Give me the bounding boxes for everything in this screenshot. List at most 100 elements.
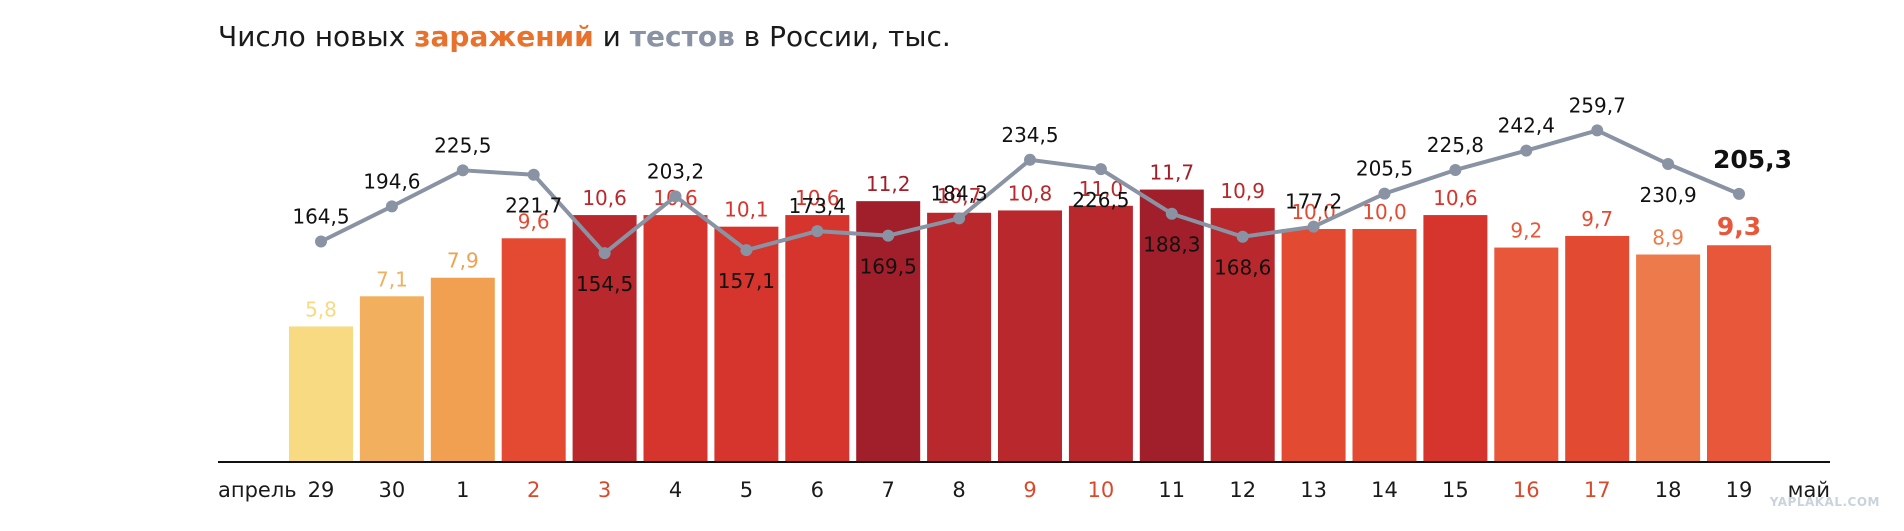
tests-point-9 [1024,153,1036,166]
tests-point-16 [1520,144,1533,157]
title-part3: в России, тыс. [734,20,951,53]
tests-point-15 [1449,163,1462,176]
tests-point-10 [1094,163,1107,176]
tests-value-label: 259,7 [1569,93,1626,117]
tests-value-label: 234,5 [1001,123,1058,147]
bar-value-label: 10,6 [582,186,627,210]
tests-value-label: 154,5 [576,272,633,296]
bar-value-label: 11,7 [1150,161,1195,185]
tests-line-layer [315,124,1745,260]
bar-14 [1352,229,1417,461]
bar-19 [1707,245,1771,461]
tests-point-17 [1591,124,1604,137]
x-tick-label: 18 [1655,478,1682,502]
bar-value-label: 5,8 [305,297,337,321]
tests-value-label: 164,5 [292,205,349,229]
bar-value-label: 10,0 [1362,200,1407,224]
bars-layer [289,189,1771,461]
bar-7 [856,201,921,461]
tests-value-label: 184,3 [930,181,987,205]
tests-value-label: 242,4 [1498,114,1555,138]
bar-4 [643,215,708,461]
tests-point-6 [811,225,824,238]
bar-value-label: 11,2 [866,172,911,196]
tests-point-19 [1733,187,1745,200]
bar-value-label: 9,2 [1510,219,1542,243]
tests-value-label: 188,3 [1143,233,1200,257]
x-tick-label: 9 [1023,478,1036,502]
x-tick-label: 30 [379,478,406,502]
tests-point-18 [1662,158,1675,171]
title-part1: Число новых [218,20,415,53]
bar-value-label: 10,8 [1008,181,1053,205]
x-tick-label: 3 [598,478,611,502]
bar-value-label: 7,1 [376,267,408,291]
bar-6 [785,215,850,461]
bar-value-label: 10,6 [795,186,840,210]
x-tick-label: 5 [740,478,753,502]
bar-value-label: 9,7 [1581,207,1613,231]
tests-point-1 [456,164,469,177]
tests-point-5 [740,244,753,257]
bar-value-label: 9,3 [1717,212,1761,241]
x-tick-label: 7 [882,478,895,502]
x-end-label: май [1788,478,1830,502]
x-tick-label: 1 [456,478,469,502]
tests-point-13 [1307,220,1320,233]
tests-point-12 [1236,230,1249,243]
bar-value-label: 10,6 [1433,186,1478,210]
tests-point-3 [598,247,611,260]
bar-12 [1210,208,1275,461]
bar-labels-layer: 5,87,17,99,610,610,610,110,611,210,710,8… [305,161,1761,322]
tests-value-label: 225,8 [1427,133,1484,157]
x-tick-label: 2 [527,478,540,502]
bar-8 [927,212,992,461]
tests-value-label: 169,5 [860,255,917,279]
x-tick-label: 13 [1300,478,1327,502]
bar-value-label: 7,9 [447,249,479,273]
tests-point-29 [315,235,327,248]
tests-point-11 [1165,207,1178,220]
x-tick-label: 15 [1442,478,1469,502]
title-part2: и [593,20,630,53]
tests-point-30 [385,200,398,213]
bar-29 [289,326,353,461]
x-tick-labels-layer: 29 30 1 2 3 4 5 6 7 8 9 10 11 12 13 14 15 16 17 18 19 [308,478,1753,502]
tests-point-7 [882,229,895,242]
bar-13 [1281,229,1346,461]
bar-9 [998,210,1062,461]
bar-value-label: 8,9 [1652,226,1684,250]
bar-10 [1068,205,1133,461]
bar-15 [1423,215,1488,461]
bar-30 [359,296,424,461]
tests-point-14 [1378,187,1391,200]
tests-value-label: 205,5 [1356,157,1413,181]
x-tick-label: 29 [308,478,335,502]
tests-value-label: 226,5 [1072,188,1129,212]
tests-value-label: 225,5 [434,133,491,157]
x-tick-label: 10 [1088,478,1115,502]
bar-value-label: 10,9 [1220,179,1265,203]
tests-value-label: 194,6 [363,169,420,193]
bar-5 [714,226,779,461]
bar-value-label: 10,1 [724,198,769,222]
x-tick-label: 19 [1726,478,1753,502]
x-tick-label: 4 [669,478,682,502]
tests-value-label: 221,7 [505,194,562,218]
x-tick-label: 6 [811,478,824,502]
tests-value-label: 230,9 [1639,183,1696,207]
tests-value-label: 168,6 [1214,256,1271,280]
bar-11 [1139,189,1204,461]
bar-2 [501,238,566,461]
title-tests-word: тестов [629,20,735,53]
bar-value-label: 9,6 [518,209,550,233]
x-tick-label: 11 [1158,478,1185,502]
x-tick-label: 17 [1584,478,1611,502]
title-infections-word: заражений [414,20,594,53]
x-tick-label: 8 [952,478,965,502]
x-start-label: апрель [218,478,297,502]
watermark: YAPLAKAL.COM [1769,495,1880,509]
x-tick-label: 16 [1513,478,1540,502]
tests-point-4 [669,190,682,203]
